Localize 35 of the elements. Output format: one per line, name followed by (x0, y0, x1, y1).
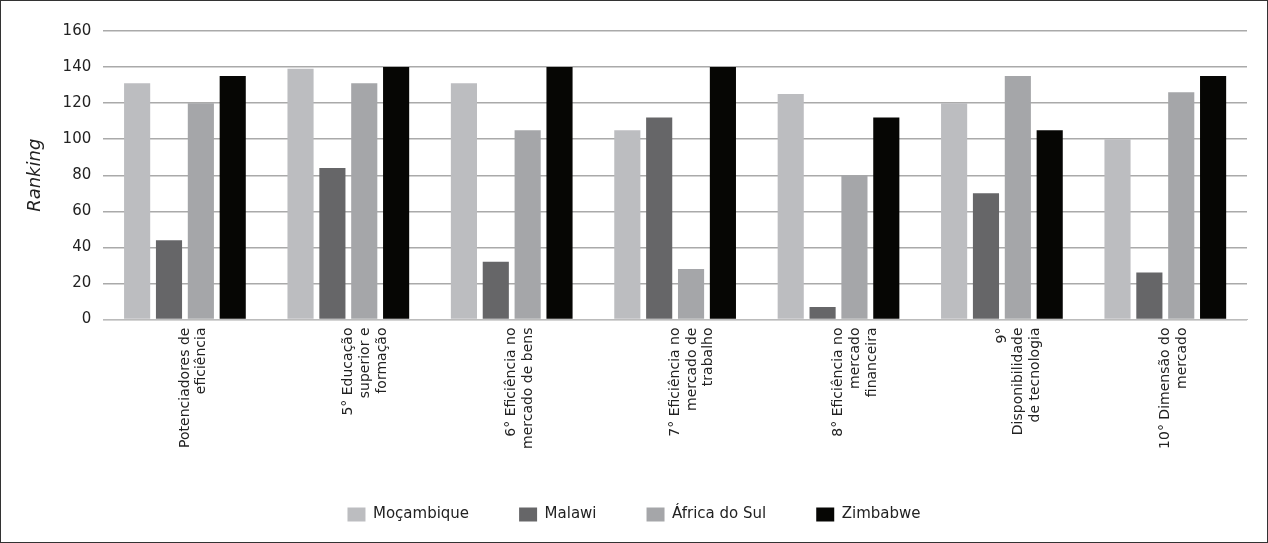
y-tick-label: 100 (62, 129, 92, 148)
bar (709, 67, 736, 319)
bar (809, 306, 836, 319)
legend-label: África do Sul (672, 503, 767, 523)
y-tick-label: 40 (72, 237, 92, 256)
y-tick-label: 0 (81, 309, 92, 328)
y-tick-label: 140 (62, 56, 92, 75)
x-tick-label: 7° Eficiência no mercado de trabalho (665, 327, 716, 437)
y-tick-label: 60 (72, 201, 92, 220)
legend-label: Moçambique (372, 504, 470, 523)
y-axis-title: Ranking (23, 138, 45, 212)
x-tick-label: 6° Eficiência no mercado de bens (502, 327, 536, 449)
bar (319, 168, 346, 319)
x-tick-label: 10° Dimensão do mercado (1155, 327, 1189, 449)
x-tick-label: 8° Eficiência no mercado financeira (829, 327, 879, 437)
bar (383, 67, 410, 319)
bar (1200, 76, 1227, 319)
bar (546, 67, 573, 319)
x-tick-label: Potenciadores de eficiência (175, 327, 209, 448)
bar (155, 240, 183, 319)
bar (219, 76, 246, 319)
y-tick-label: 20 (72, 273, 92, 292)
y-tick-label: 160 (62, 20, 92, 39)
bar (1136, 272, 1163, 319)
x-tick-label: 5° Educação superior e formação (338, 327, 389, 416)
legend-label: Zimbabwe (841, 504, 921, 523)
y-tick-label: 80 (72, 165, 92, 184)
bar (873, 117, 900, 319)
bar (646, 117, 673, 319)
bar (1036, 130, 1063, 319)
x-tick-label: 9° Disponibilidade de tecnologia (992, 327, 1043, 436)
legend-label: Malawi (544, 504, 597, 523)
bar (482, 261, 509, 319)
y-tick-label: 120 (62, 93, 92, 112)
bar (972, 193, 1000, 319)
